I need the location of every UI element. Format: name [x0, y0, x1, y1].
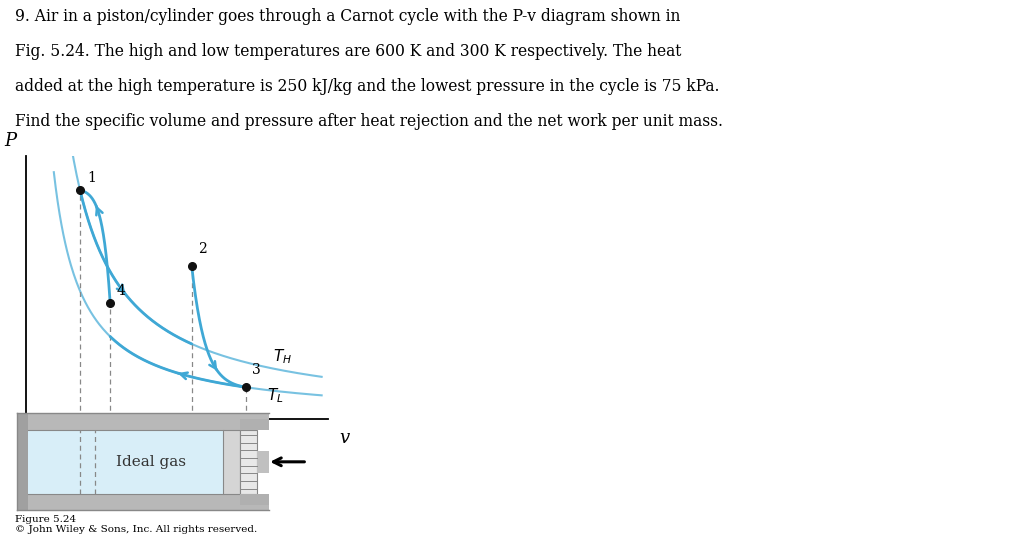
Bar [16, 413, 28, 510]
Text: Find the specific volume and pressure after heat rejection and the net work per : Find the specific volume and pressure af… [15, 113, 723, 130]
Bar [223, 430, 240, 494]
Text: 2: 2 [198, 242, 207, 256]
Text: Figure 5.24: Figure 5.24 [15, 514, 77, 524]
Text: v: v [340, 430, 350, 447]
Text: $T_H$: $T_H$ [273, 347, 292, 366]
Text: Ideal gas: Ideal gas [116, 455, 185, 469]
Bar [240, 494, 268, 505]
Text: Fig. 5.24. The high and low temperatures are 600 K and 300 K respectively. The h: Fig. 5.24. The high and low temperatures… [15, 43, 682, 60]
Text: added at the high temperature is 250 kJ/kg and the lowest pressure in the cycle : added at the high temperature is 250 kJ/… [15, 78, 720, 95]
Text: 3: 3 [252, 363, 261, 377]
Text: P: P [4, 133, 16, 150]
Bar [240, 419, 268, 430]
Text: 4: 4 [117, 284, 125, 298]
Text: $T_L$: $T_L$ [267, 387, 284, 405]
Bar [16, 494, 268, 510]
Text: 1: 1 [87, 171, 96, 185]
Bar [256, 451, 268, 473]
Text: 9. Air in a piston/cylinder goes through a Carnot cycle with the P-v diagram sho: 9. Air in a piston/cylinder goes through… [15, 8, 681, 25]
Bar [16, 413, 268, 430]
Bar [240, 430, 256, 494]
Bar [16, 430, 222, 494]
Text: © John Wiley & Sons, Inc. All rights reserved.: © John Wiley & Sons, Inc. All rights res… [15, 525, 258, 534]
